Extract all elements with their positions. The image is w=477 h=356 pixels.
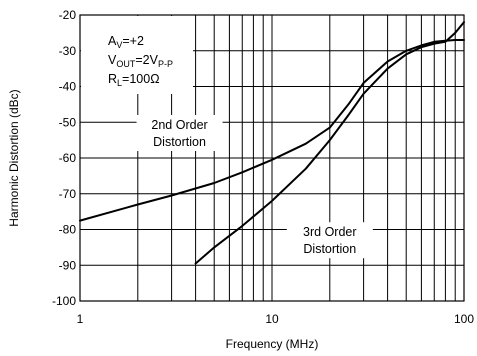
x-tick-label: 100 — [454, 312, 474, 326]
condition-line: VOUT=2VP-P — [108, 53, 173, 69]
y-axis-title: Harmonic Distortion (dBc) — [7, 89, 21, 226]
y-tick-label: -30 — [59, 44, 77, 58]
y-tick-label: -60 — [59, 151, 77, 165]
series-label-bg — [136, 114, 223, 151]
y-tick-label: -50 — [59, 115, 77, 129]
y-tick-label: -40 — [59, 80, 77, 94]
series-label: Distortion — [153, 135, 206, 149]
y-tick-label: -100 — [52, 294, 76, 308]
y-tick-label: -90 — [59, 258, 77, 272]
condition-line: AV=+2 — [108, 34, 144, 50]
plot-frame — [79, 14, 465, 302]
test-conditions: AV=+2 VOUT=2VP-P RL=100Ω — [81, 16, 193, 94]
condition-line: RL=100Ω — [108, 72, 160, 88]
conditions-bg — [81, 16, 193, 94]
x-tick-label: 1 — [77, 312, 84, 326]
x-tick-label: 10 — [265, 312, 279, 326]
plot-border — [79, 14, 465, 302]
y-tick-label: -80 — [59, 223, 77, 237]
series-lines — [79, 21, 465, 265]
series-label: 3rd Order — [303, 225, 357, 239]
series-label: Distortion — [303, 242, 356, 256]
y-tick-label: -70 — [59, 187, 77, 201]
series-line-second-order — [79, 39, 465, 222]
series-label: 2nd Order — [151, 118, 207, 132]
series-line-third-order — [194, 21, 465, 265]
x-axis-title: Frequency (MHz) — [226, 337, 319, 351]
y-tick-label: -20 — [59, 8, 77, 22]
series-label-bg — [286, 222, 373, 259]
series-labels: 2nd Order Distortion 3rd Order Distortion — [136, 114, 373, 259]
